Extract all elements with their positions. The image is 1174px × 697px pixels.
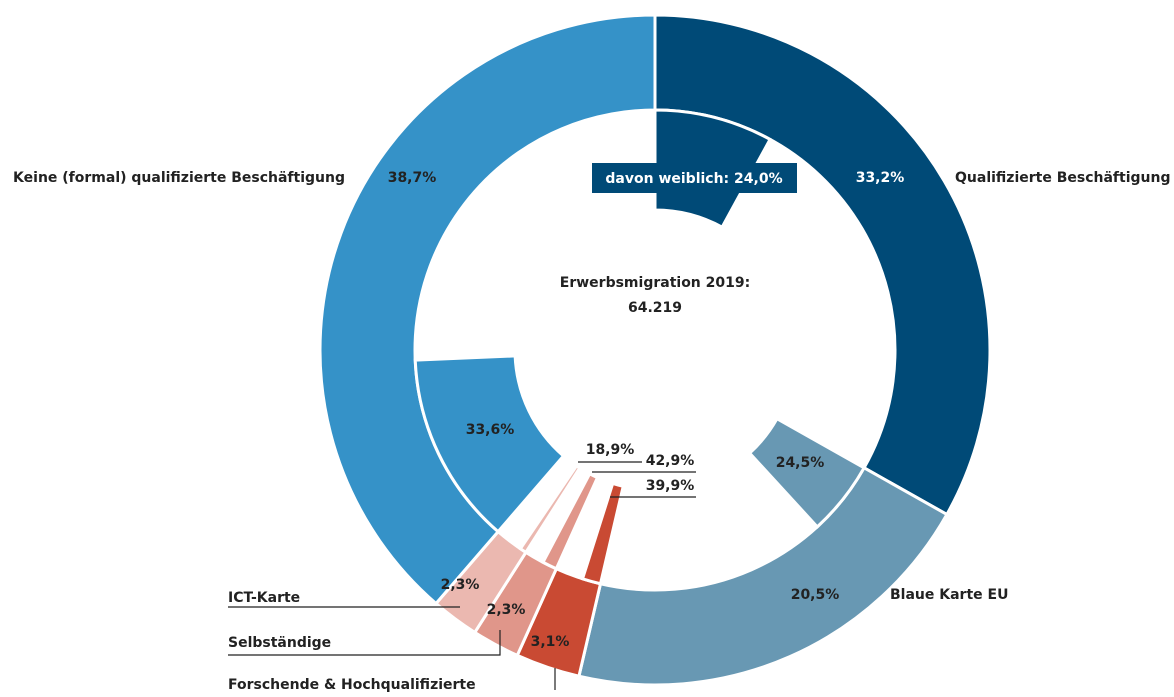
value-label: 2,3% — [487, 602, 526, 618]
female-segment — [580, 481, 626, 586]
leader-line — [228, 630, 501, 656]
female-value-label: 42,9% — [646, 453, 695, 469]
segment — [653, 13, 992, 517]
female-value-label: 18,9% — [586, 442, 635, 458]
value-label: 33,2% — [856, 170, 905, 186]
value-label: 38,7% — [388, 170, 437, 186]
female-value-label: 39,9% — [646, 478, 695, 494]
label-box — [592, 163, 797, 193]
female-value-label: 33,6% — [466, 422, 515, 438]
value-label: 3,1% — [531, 634, 570, 650]
inner-label: davon weiblich: — [605, 171, 729, 187]
category-label: Forschende & Hochqualifizierte — [228, 677, 476, 693]
segment — [577, 465, 949, 687]
female-value-label: 24,5% — [776, 455, 825, 471]
category-label: Qualifizierte Beschäftigung — [955, 170, 1170, 186]
female-segment — [413, 354, 566, 534]
center-title: Erwerbsmigration 2019: — [560, 275, 750, 291]
female-segment — [518, 463, 582, 555]
value-label: 20,5% — [791, 587, 840, 603]
segment — [318, 13, 657, 606]
female-segment — [747, 416, 867, 529]
value-label: 2,3% — [441, 577, 480, 593]
category-label: Blaue Karte EU — [890, 587, 1008, 603]
category-label: Keine (formal) qualifizierte Beschäftigu… — [13, 170, 345, 186]
category-label: ICT-Karte — [228, 590, 300, 606]
female-label: davon weiblich: 24,0% — [605, 171, 782, 187]
category-label: Selbständige — [228, 635, 331, 651]
center-total: 64.219 — [628, 300, 682, 316]
female-segment — [540, 471, 600, 571]
female-value-label: 24,0% — [734, 171, 783, 187]
